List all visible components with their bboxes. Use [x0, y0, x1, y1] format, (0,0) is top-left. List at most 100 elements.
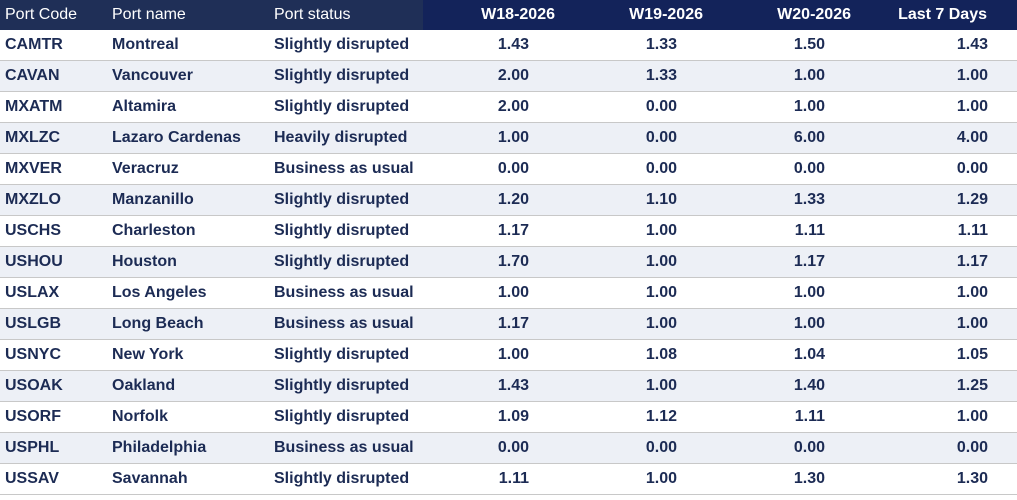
cell-port-code: USLAX — [5, 284, 60, 301]
cell-port-code: USCHS — [5, 222, 62, 239]
cell-port-name: Philadelphia — [112, 439, 207, 456]
table-row: USLGB Long Beach Business as usual 1.17 1.00… — [0, 309, 1017, 340]
cell-port-code: CAMTR — [5, 36, 63, 53]
cell-port-status: Slightly disrupted — [274, 191, 410, 208]
table-row: USNYC New York Slightly disrupted 1.00 1.08 1… — [0, 340, 1017, 371]
table-row: MXZLO Manzanillo Slightly disrupted 1.20 1.1… — [0, 185, 1017, 216]
cell-w18: 1.20 — [497, 191, 529, 208]
cell-w19: 1.00 — [645, 377, 677, 394]
cell-last-7-days: 1.11 — [957, 222, 988, 239]
table-header-row: Port Code Port name Port status W18-2026… — [0, 0, 1017, 30]
cell-w18: 1.00 — [497, 346, 529, 363]
cell-last-7-days: 0.00 — [956, 160, 988, 177]
cell-w20: 1.17 — [793, 253, 825, 270]
cell-port-name: Norfolk — [112, 408, 168, 425]
cell-w20: 1.00 — [793, 284, 825, 301]
header-port-code[interactable]: Port Code — [5, 6, 78, 23]
cell-w19: 1.00 — [645, 284, 677, 301]
cell-port-code: MXATM — [5, 98, 63, 115]
cell-w20: 1.11 — [794, 408, 825, 425]
header-port-name[interactable]: Port name — [112, 6, 186, 23]
table-row: USORF Norfolk Slightly disrupted 1.09 1.12 1.… — [0, 402, 1017, 433]
table-row: MXVER Veracruz Business as usual 0.00 0.00 0.… — [0, 154, 1017, 185]
cell-w19: 0.00 — [645, 129, 677, 146]
cell-w19: 1.10 — [645, 191, 677, 208]
cell-w20: 6.00 — [793, 129, 825, 146]
cell-w19: 1.12 — [645, 408, 677, 425]
table-row: USSAV Savannah Slightly disrupted 1.11 1.00 1… — [0, 464, 1017, 495]
header-w20[interactable]: W20-2026 — [777, 6, 851, 23]
cell-last-7-days: 4.00 — [956, 129, 988, 146]
table-row: USOAK Oakland Slightly disrupted 1.43 1.00 1.… — [0, 371, 1017, 402]
cell-w20: 1.40 — [793, 377, 825, 394]
cell-port-code: MXLZC — [5, 129, 61, 146]
cell-w18: 2.00 — [497, 98, 529, 115]
cell-port-name: Vancouver — [112, 67, 193, 84]
table-row: MXLZC Lazaro Cardenas Heavily disrupted 1.0… — [0, 123, 1017, 154]
table-row: MXATM Altamira Slightly disrupted 2.00 0.00 1… — [0, 92, 1017, 123]
cell-port-status: Slightly disrupted — [274, 470, 410, 487]
cell-port-code: MXZLO — [5, 191, 61, 208]
cell-port-status: Slightly disrupted — [274, 98, 410, 115]
cell-port-status: Heavily disrupted — [274, 129, 408, 146]
cell-w18: 1.00 — [497, 129, 529, 146]
cell-port-status: Slightly disrupted — [274, 346, 410, 363]
table-row: CAMTR Montreal Slightly disrupted 1.43 1.33 1… — [0, 30, 1017, 61]
cell-port-name: Oakland — [112, 377, 176, 394]
cell-port-status: Business as usual — [274, 160, 414, 177]
cell-port-name: Manzanillo — [112, 191, 194, 208]
cell-last-7-days: 1.29 — [956, 191, 988, 208]
cell-last-7-days: 1.00 — [956, 315, 988, 332]
cell-port-code: USHOU — [5, 253, 63, 270]
cell-w19: 1.00 — [645, 315, 677, 332]
cell-w20: 1.00 — [793, 67, 825, 84]
cell-last-7-days: 1.17 — [956, 253, 988, 270]
cell-w19: 1.00 — [645, 470, 677, 487]
cell-w18: 2.00 — [497, 67, 529, 84]
cell-port-name: Altamira — [112, 98, 177, 115]
cell-w18: 1.43 — [497, 36, 529, 53]
cell-w18: 1.70 — [497, 253, 529, 270]
cell-w18: 1.11 — [498, 470, 529, 487]
cell-last-7-days: 1.30 — [956, 470, 988, 487]
cell-port-name: Lazaro Cardenas — [112, 129, 241, 146]
cell-w19: 0.00 — [645, 439, 677, 456]
cell-port-status: Slightly disrupted — [274, 36, 410, 53]
cell-last-7-days: 1.00 — [956, 67, 988, 84]
cell-port-name: Montreal — [112, 36, 179, 53]
header-port-status[interactable]: Port status — [274, 6, 351, 23]
cell-port-name: Veracruz — [112, 160, 179, 177]
header-last-7-days[interactable]: Last 7 Days — [898, 6, 987, 23]
cell-w20: 1.00 — [793, 315, 825, 332]
cell-w20: 0.00 — [793, 439, 825, 456]
cell-last-7-days: 0.00 — [956, 439, 988, 456]
cell-w19: 1.33 — [645, 67, 677, 84]
cell-port-code: USOAK — [5, 377, 63, 394]
cell-port-code: USLGB — [5, 315, 61, 332]
cell-w18: 1.17 — [497, 315, 529, 332]
cell-w20: 0.00 — [793, 160, 825, 177]
cell-port-code: CAVAN — [5, 67, 60, 84]
cell-last-7-days: 1.00 — [956, 98, 988, 115]
cell-port-name: Houston — [112, 253, 177, 270]
cell-port-name: Los Angeles — [112, 284, 207, 301]
cell-port-name: New York — [112, 346, 184, 363]
cell-port-code: USNYC — [5, 346, 62, 363]
table-row: USLAX Los Angeles Business as usual 1.00 1.0… — [0, 278, 1017, 309]
cell-last-7-days: 1.25 — [956, 377, 988, 394]
table-row: USPHL Philadelphia Business as usual 0.00 0.… — [0, 433, 1017, 464]
header-w19[interactable]: W19-2026 — [629, 6, 703, 23]
cell-w18: 1.17 — [497, 222, 529, 239]
cell-port-status: Business as usual — [274, 439, 414, 456]
cell-last-7-days: 1.00 — [956, 284, 988, 301]
table-row: USHOU Houston Slightly disrupted 1.70 1.00 1.… — [0, 247, 1017, 278]
cell-w19: 1.33 — [645, 36, 677, 53]
header-w18[interactable]: W18-2026 — [481, 6, 555, 23]
cell-w20: 1.50 — [793, 36, 825, 53]
cell-w19: 0.00 — [645, 160, 677, 177]
cell-w19: 1.00 — [645, 222, 677, 239]
cell-w19: 0.00 — [645, 98, 677, 115]
cell-port-status: Slightly disrupted — [274, 67, 410, 84]
cell-w18: 1.43 — [497, 377, 529, 394]
cell-w18: 0.00 — [497, 439, 529, 456]
